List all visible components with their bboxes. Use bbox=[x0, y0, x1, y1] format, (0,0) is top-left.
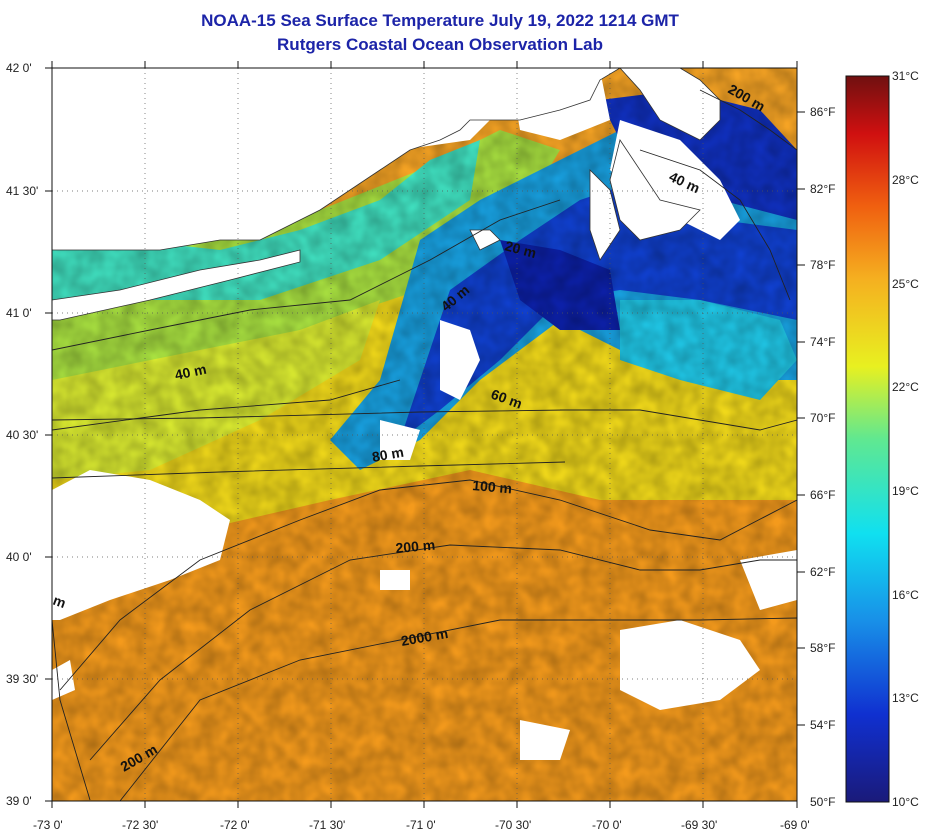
colorbar-c-label: 10°C bbox=[892, 795, 919, 809]
lon-label: -72 30' bbox=[122, 818, 159, 832]
contour-label: m bbox=[51, 592, 68, 611]
colorbar-f-label: 66°F bbox=[810, 488, 836, 502]
lon-label: -69 0' bbox=[780, 818, 810, 832]
lon-label: -72 0' bbox=[220, 818, 250, 832]
axis-ticks bbox=[45, 61, 805, 808]
map-subtitle: Rutgers Coastal Ocean Observation Lab bbox=[277, 35, 603, 54]
contour-label: 80 m bbox=[371, 444, 405, 465]
colorbar-f-label: 86°F bbox=[810, 105, 836, 119]
lon-label: -70 0' bbox=[592, 818, 622, 832]
contour-label: 200 m bbox=[395, 537, 436, 556]
colorbar-f-label: 82°F bbox=[810, 182, 836, 196]
lon-label: -71 0' bbox=[406, 818, 436, 832]
colorbar-c-label: 16°C bbox=[892, 588, 919, 602]
colorbar-c-label: 28°C bbox=[892, 173, 919, 187]
lat-label: 39 0' bbox=[6, 794, 32, 808]
lon-label: -70 30' bbox=[495, 818, 532, 832]
lat-label: 40 0' bbox=[6, 550, 32, 564]
colorbar-f-label: 50°F bbox=[810, 795, 836, 809]
map-title: NOAA-15 Sea Surface Temperature July 19,… bbox=[201, 11, 679, 30]
temperature-field bbox=[52, 68, 797, 801]
colorbar-c-label: 19°C bbox=[892, 484, 919, 498]
lat-label: 40 30' bbox=[6, 428, 39, 442]
contour-label: 100 m bbox=[472, 477, 513, 496]
colorbar-f-label: 74°F bbox=[810, 335, 836, 349]
colorbar-c-label: 25°C bbox=[892, 277, 919, 291]
lon-label: -71 30' bbox=[309, 818, 346, 832]
lat-label: 42 0' bbox=[6, 61, 32, 75]
colorbar-c-label: 31°C bbox=[892, 69, 919, 83]
colorbar-f-label: 62°F bbox=[810, 565, 836, 579]
colorbar-f-label: 54°F bbox=[810, 718, 836, 732]
lat-label: 41 0' bbox=[6, 306, 32, 320]
colorbar-f-label: 58°F bbox=[810, 641, 836, 655]
contour-label: 40 m bbox=[173, 361, 208, 383]
colorbar-c-label: 22°C bbox=[892, 380, 919, 394]
colorbar-c-label: 13°C bbox=[892, 691, 919, 705]
contour-label: 20 m bbox=[503, 237, 538, 261]
colorbar bbox=[845, 75, 890, 803]
colorbar-f-label: 78°F bbox=[810, 258, 836, 272]
lat-label: 41 30' bbox=[6, 184, 39, 198]
lon-label: -73 0' bbox=[33, 818, 63, 832]
colorbar-f-label: 70°F bbox=[810, 411, 836, 425]
lat-label: 39 30' bbox=[6, 672, 39, 686]
lon-label: -69 30' bbox=[681, 818, 718, 832]
